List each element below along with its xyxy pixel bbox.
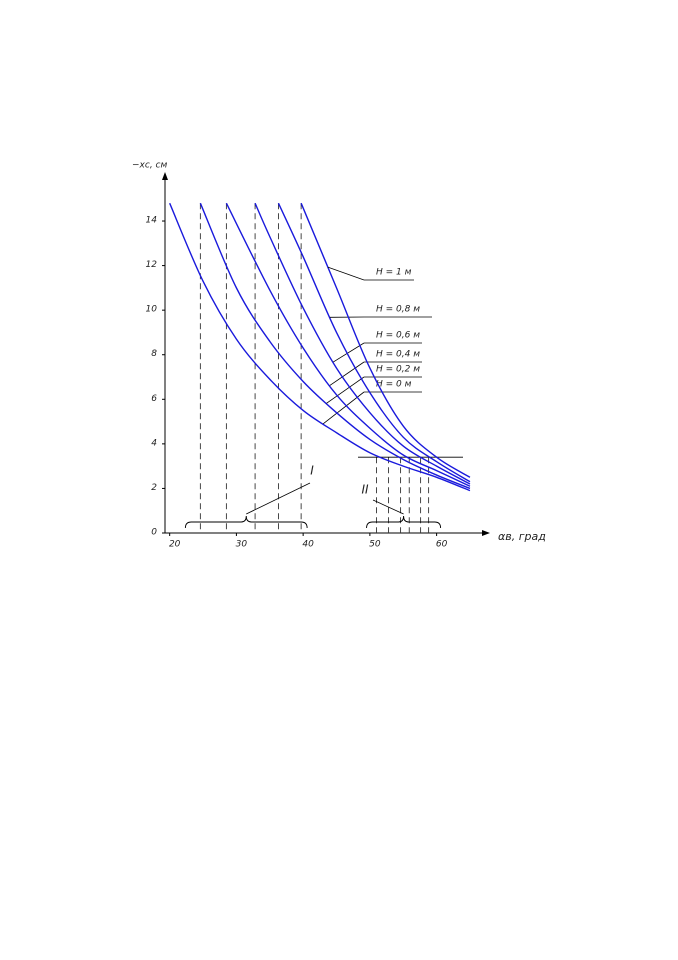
y-tick-label: 2	[151, 483, 157, 493]
brace	[366, 515, 442, 529]
group-label: II	[361, 483, 369, 497]
legend-label: H = 0,2 м	[376, 365, 420, 375]
curve	[300, 202, 471, 478]
legend-leader	[329, 361, 365, 386]
y-tick-label: 10	[146, 305, 158, 315]
curve	[169, 202, 471, 492]
curve	[199, 202, 471, 490]
curve	[277, 202, 471, 483]
x-tick-label: 60	[436, 540, 448, 550]
legend-label: H = 1 м	[376, 268, 412, 278]
y-tick-label: 0	[151, 528, 157, 538]
y-tick-label: 6	[151, 394, 157, 404]
group-label: I	[310, 464, 314, 478]
group-leader	[246, 482, 311, 515]
y-tick-label: 8	[151, 349, 157, 359]
x-axis-label: αв, град	[498, 530, 546, 543]
x-tick-label: 30	[236, 540, 248, 550]
legend-leader	[332, 342, 365, 363]
curve	[225, 202, 471, 487]
legend-leader	[327, 266, 365, 281]
y-axis-label: −xс, см	[132, 161, 167, 171]
legend-leader	[326, 376, 365, 404]
brace	[184, 515, 308, 529]
legend-label: H = 0,8 м	[376, 305, 420, 315]
legend-label: H = 0 м	[376, 380, 412, 390]
legend-label: H = 0,4 м	[376, 350, 420, 360]
group-leader	[372, 499, 404, 515]
legend-label: H = 0,6 м	[376, 331, 420, 341]
y-tick-label: 4	[151, 438, 157, 448]
x-tick-label: 50	[369, 540, 381, 550]
y-axis-arrow	[162, 172, 168, 180]
curve	[254, 202, 471, 485]
y-tick-label: 14	[146, 216, 158, 226]
y-tick-label: 12	[146, 260, 158, 270]
x-axis-arrow	[482, 530, 490, 536]
x-tick-label: 40	[302, 540, 314, 550]
x-tick-label: 20	[169, 540, 181, 550]
